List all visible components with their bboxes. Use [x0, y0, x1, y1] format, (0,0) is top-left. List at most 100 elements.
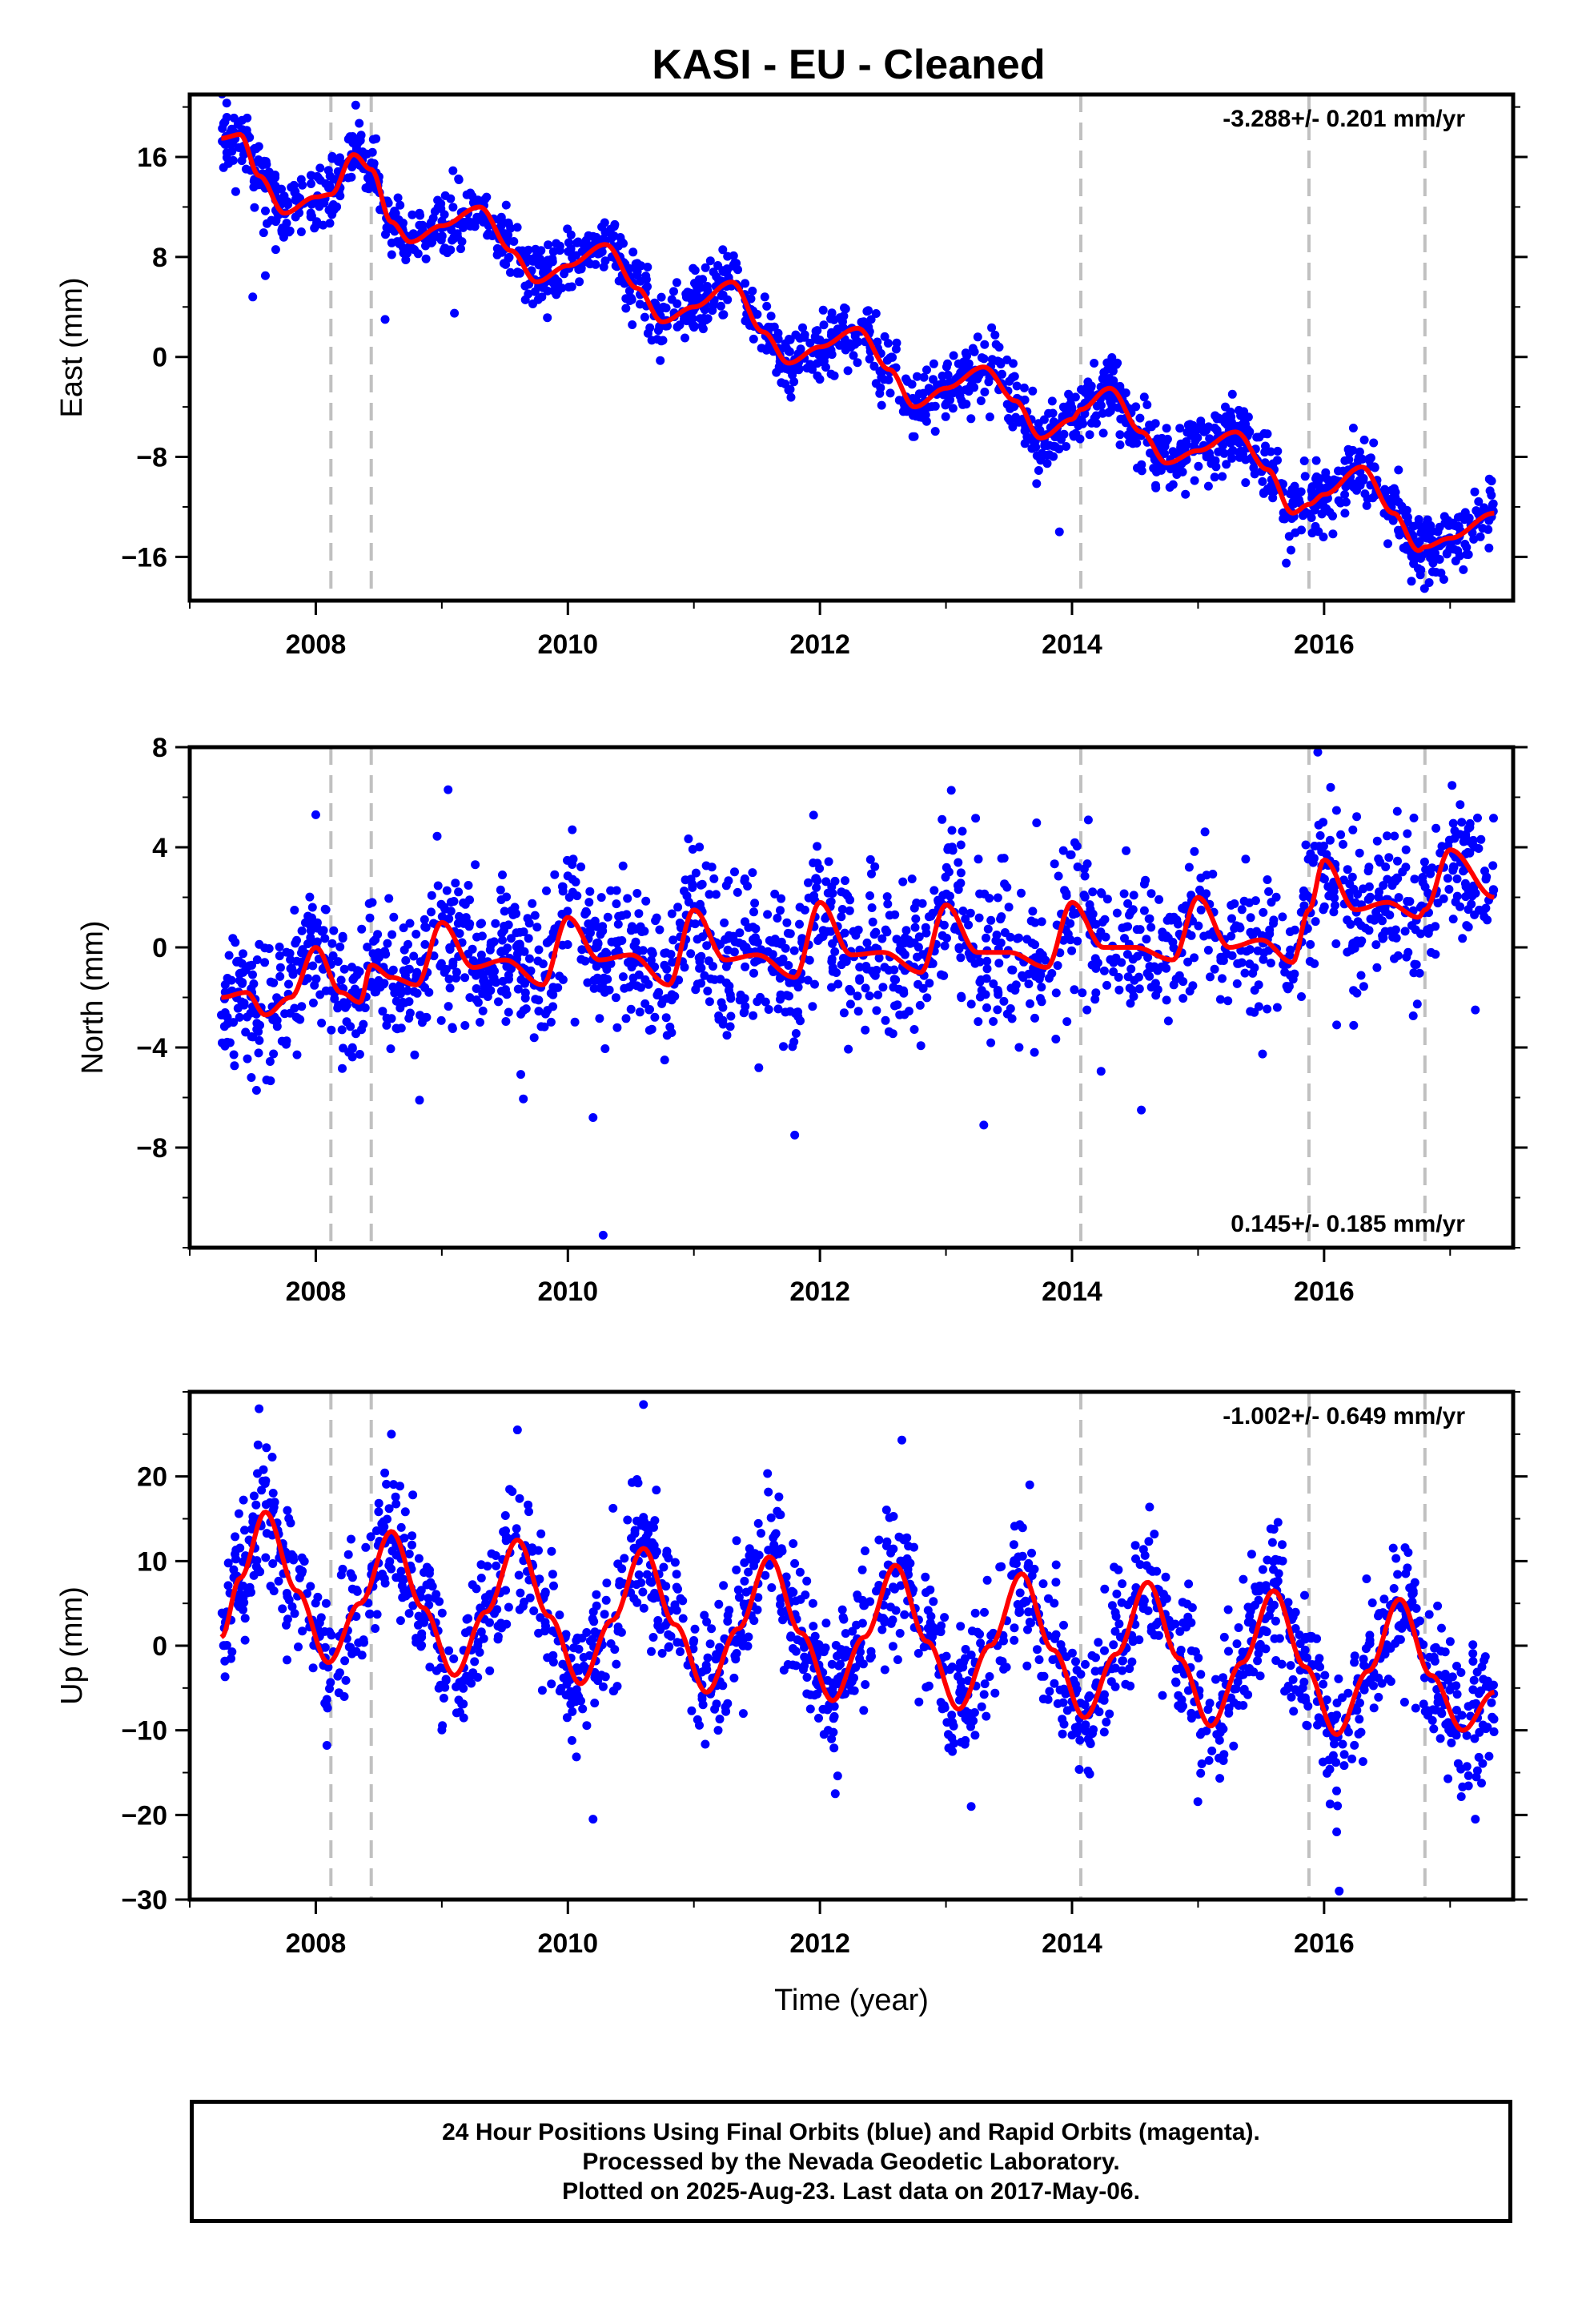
data-point	[440, 1683, 450, 1692]
data-point	[997, 1562, 1006, 1571]
data-point	[868, 917, 877, 927]
data-point	[1330, 1715, 1339, 1724]
data-point	[1196, 420, 1206, 430]
data-point	[910, 923, 920, 932]
data-point	[620, 983, 629, 993]
data-point	[1075, 1735, 1085, 1745]
data-point	[401, 955, 411, 965]
data-point	[253, 1440, 263, 1449]
data-point	[900, 939, 909, 948]
data-point	[1012, 381, 1022, 391]
data-point	[724, 986, 733, 995]
data-point	[275, 963, 285, 972]
data-point	[364, 899, 374, 908]
data-point	[1254, 1002, 1263, 1011]
data-point	[828, 967, 837, 976]
data-point	[695, 282, 705, 291]
data-point	[985, 894, 994, 903]
data-point	[1362, 1574, 1371, 1583]
observations	[217, 747, 1499, 1240]
data-point	[537, 1686, 547, 1695]
data-point	[269, 1049, 279, 1059]
data-point	[518, 246, 528, 255]
data-point	[449, 897, 459, 906]
data-point	[410, 1050, 420, 1059]
data-point	[1078, 386, 1087, 395]
data-point	[698, 932, 707, 942]
data-point	[235, 975, 244, 985]
data-point	[1310, 959, 1319, 968]
data-point	[1437, 1709, 1447, 1719]
data-point	[1350, 1651, 1359, 1661]
data-point	[1355, 939, 1365, 948]
data-point	[1464, 513, 1474, 523]
data-point	[1088, 887, 1098, 897]
data-point	[954, 1671, 963, 1681]
data-point	[1211, 411, 1220, 420]
data-point	[833, 1771, 842, 1781]
data-point	[929, 1597, 938, 1606]
x-tick-label: 2014	[1042, 629, 1102, 660]
data-point	[1208, 870, 1218, 879]
data-point	[541, 1622, 550, 1630]
data-point	[1363, 895, 1373, 904]
data-point	[660, 960, 669, 970]
data-point	[259, 228, 268, 238]
data-point	[980, 1607, 989, 1617]
data-point	[408, 1531, 417, 1541]
data-point	[666, 1631, 676, 1641]
data-point	[1425, 924, 1435, 933]
data-point	[781, 380, 790, 388]
data-point	[790, 1009, 800, 1019]
data-point	[1290, 481, 1299, 491]
data-point	[584, 898, 594, 907]
data-point	[697, 963, 706, 973]
data-point-outlier	[588, 1113, 598, 1122]
data-point	[1400, 1543, 1410, 1553]
data-point	[819, 1730, 829, 1739]
data-point	[1096, 927, 1106, 937]
data-point	[929, 359, 938, 368]
data-point	[553, 983, 563, 992]
data-point	[1045, 450, 1054, 460]
data-point	[1034, 466, 1043, 475]
data-point	[865, 891, 874, 900]
data-point	[1161, 1572, 1170, 1582]
data-point	[888, 1029, 897, 1039]
data-point	[513, 940, 523, 950]
data-point	[1322, 1695, 1331, 1705]
data-point	[640, 927, 649, 936]
data-point	[777, 939, 786, 949]
data-point	[412, 930, 421, 939]
data-point	[404, 997, 414, 1007]
data-point	[919, 372, 929, 382]
data-point	[1074, 1765, 1084, 1774]
data-point	[597, 222, 607, 231]
data-point	[778, 1615, 788, 1625]
data-point	[269, 1586, 279, 1596]
data-point-outlier	[1332, 1020, 1342, 1030]
data-point	[1096, 1067, 1106, 1076]
data-point	[1163, 1016, 1173, 1026]
data-point	[398, 997, 408, 1007]
data-point	[1458, 934, 1468, 943]
data-point	[1483, 915, 1492, 925]
data-point	[833, 324, 843, 334]
data-point	[478, 1006, 488, 1015]
data-point	[600, 256, 610, 266]
data-point	[966, 999, 976, 1009]
data-point	[705, 1639, 715, 1649]
data-point	[400, 1507, 410, 1517]
data-point	[275, 943, 284, 951]
data-point	[914, 1697, 924, 1707]
data-point	[479, 217, 488, 227]
data-point	[1107, 1601, 1117, 1610]
data-point	[1285, 927, 1295, 936]
data-point	[409, 951, 419, 961]
data-point	[661, 1013, 671, 1023]
data-point	[1034, 419, 1043, 428]
data-point	[995, 1656, 1005, 1666]
data-point	[791, 330, 801, 340]
data-point	[994, 959, 1004, 968]
data-point	[810, 979, 819, 989]
